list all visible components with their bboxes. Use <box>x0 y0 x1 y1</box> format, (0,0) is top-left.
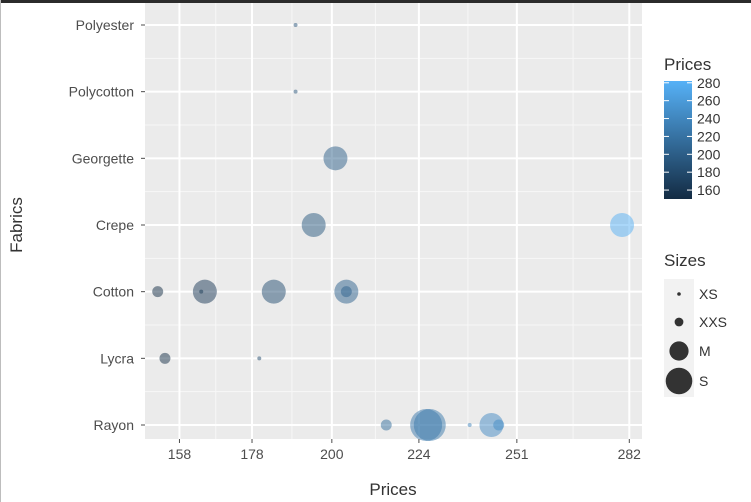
size-legend-symbol <box>665 367 693 395</box>
color-legend-title: Prices <box>664 55 711 74</box>
y-tick-label: Georgette <box>72 150 134 166</box>
data-point <box>610 213 635 237</box>
window-top-border <box>0 0 751 3</box>
data-point <box>380 419 392 431</box>
x-tick-label: 251 <box>505 446 529 462</box>
data-point <box>479 413 504 437</box>
x-tick-label: 158 <box>168 446 192 462</box>
y-tick-label: Polyester <box>76 17 135 33</box>
color-legend-tick-label: 240 <box>697 111 721 127</box>
data-points <box>152 23 635 441</box>
x-axis-title: Prices <box>369 480 416 499</box>
x-tick-label: 282 <box>618 446 642 462</box>
grid-lines <box>145 3 642 439</box>
data-point <box>257 356 262 361</box>
size-legend-title: Sizes <box>664 251 706 270</box>
data-point <box>261 279 286 304</box>
color-legend-tick-label: 160 <box>697 182 721 198</box>
x-tick-label: 200 <box>320 446 344 462</box>
y-tick-label: Lycra <box>100 350 134 366</box>
data-point <box>152 286 164 298</box>
data-point <box>323 146 348 171</box>
x-tick-label: 178 <box>240 446 264 462</box>
data-point <box>493 419 505 431</box>
y-tick-label: Cotton <box>93 284 134 300</box>
size-legend: Sizes XS XXS MS <box>664 251 727 397</box>
x-tick-label: 224 <box>407 446 431 462</box>
data-point <box>199 289 204 294</box>
data-point <box>293 89 298 94</box>
data-point <box>340 286 352 298</box>
y-tick-label: Rayon <box>94 417 134 433</box>
size-legend-symbol <box>677 292 681 296</box>
x-axis: 158 178 200 224 251 282 <box>168 439 641 462</box>
size-legend-label: XXS <box>699 314 727 330</box>
data-point <box>293 23 298 27</box>
data-point <box>413 409 446 441</box>
color-legend-tick-label: 280 <box>697 75 721 91</box>
color-legend-bar <box>664 81 692 199</box>
y-tick-label: Crepe <box>96 217 134 233</box>
size-legend-symbol <box>674 317 684 327</box>
y-axis-title: Fabrics <box>7 197 26 253</box>
data-point <box>301 213 326 237</box>
data-point <box>159 352 171 364</box>
size-legend-symbol <box>669 341 689 361</box>
size-legend-label: XS <box>699 286 718 302</box>
size-legend-keys: XS XXS MS <box>665 286 727 395</box>
data-point <box>192 279 217 304</box>
color-legend-tick-label: 180 <box>697 164 721 180</box>
y-axis: Rayon Lycra Cotton Crepe Georgette Polycotton… <box>69 17 145 433</box>
y-tick-label: Polycotton <box>69 84 134 100</box>
size-legend-label: S <box>699 373 708 389</box>
color-legend-tick-label: 200 <box>697 146 721 162</box>
data-point <box>467 423 472 427</box>
window-left-border <box>0 0 1 502</box>
color-legend-tick-label: 220 <box>697 128 721 144</box>
plot-panel <box>145 3 642 439</box>
size-legend-label: M <box>699 343 711 359</box>
color-legend-tick-label: 260 <box>697 93 721 109</box>
